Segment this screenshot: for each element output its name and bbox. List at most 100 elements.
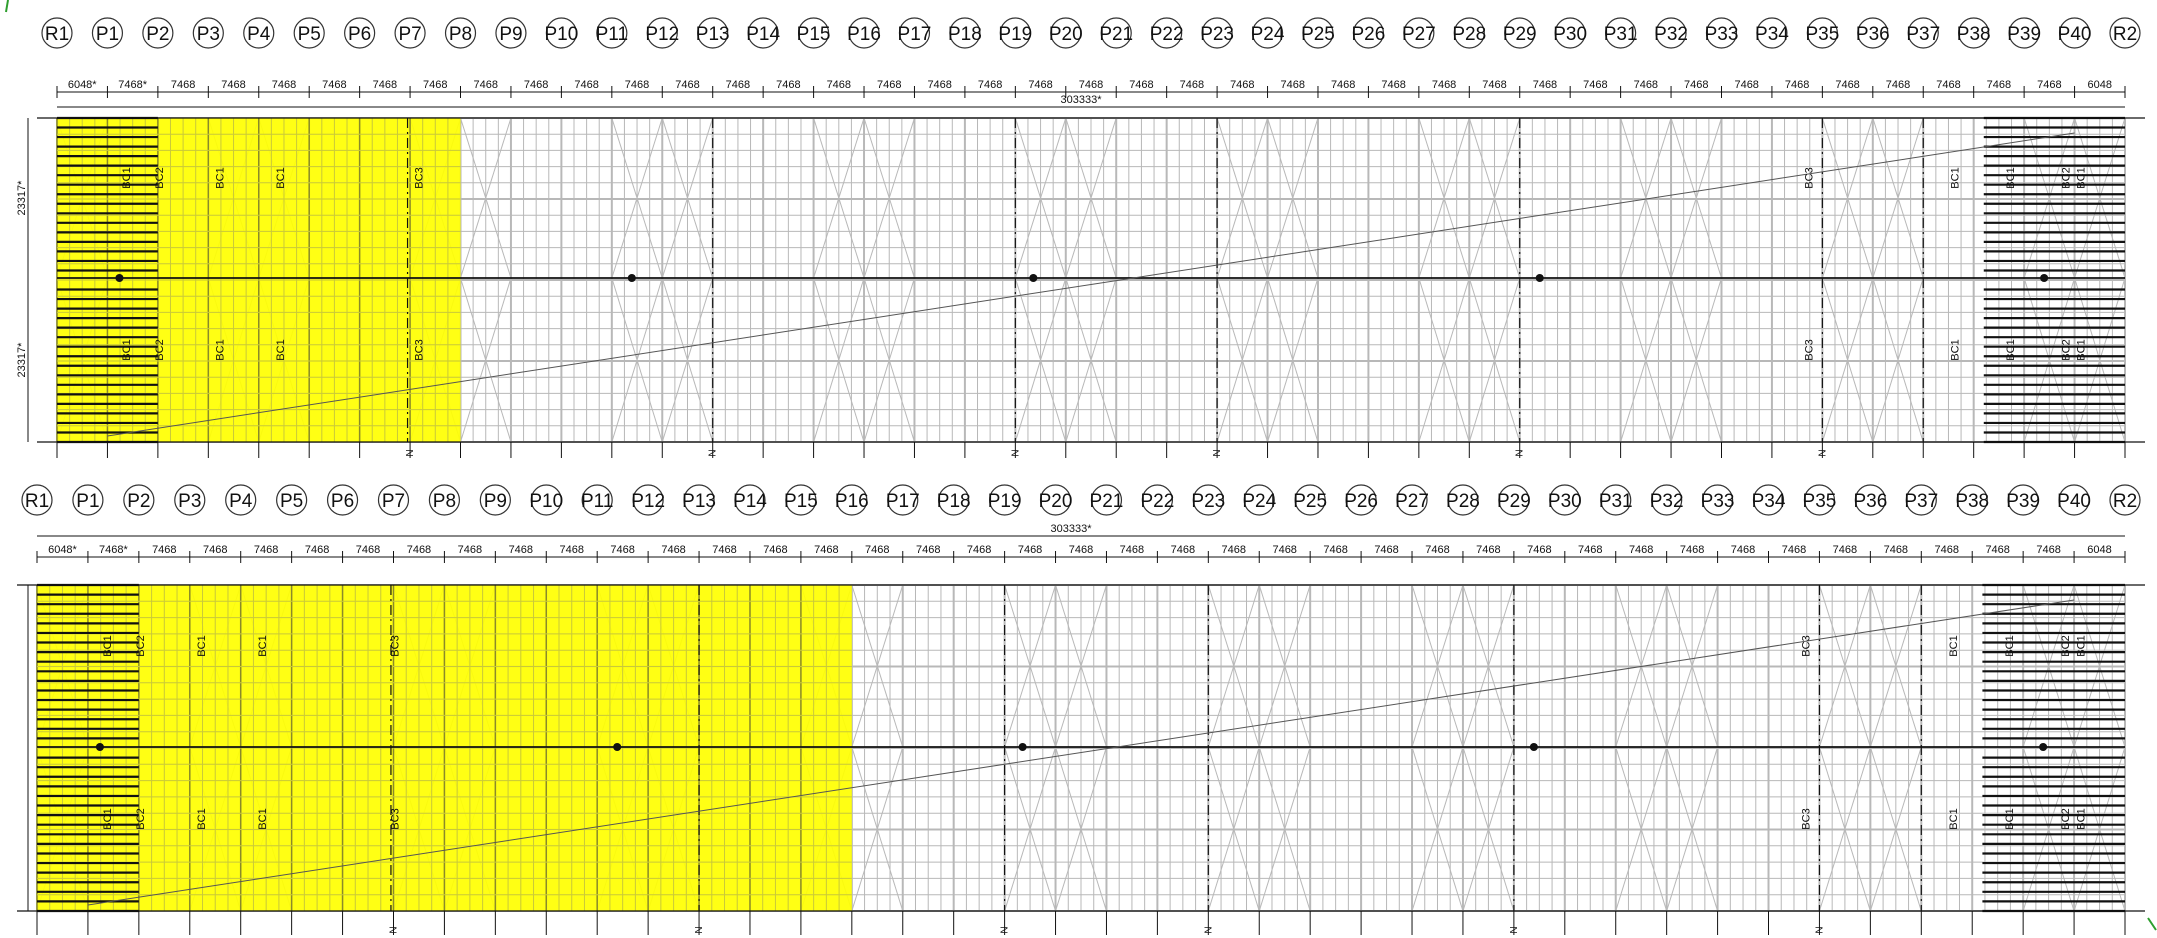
grid-label: P31 bbox=[1604, 24, 1638, 45]
grid-bubble bbox=[293, 17, 325, 49]
grid-bubble bbox=[2008, 17, 2040, 49]
grid-bubble bbox=[1554, 17, 1586, 49]
grid-bubble bbox=[1090, 484, 1123, 516]
dimension-label: 7468 bbox=[1734, 79, 1758, 91]
dimension-label: 7468 bbox=[1629, 544, 1653, 556]
grid-label: P32 bbox=[1650, 491, 1684, 512]
dimension-label: 7468 bbox=[877, 79, 901, 91]
north-mark: N bbox=[1000, 926, 1011, 933]
dimension-label: 7468 bbox=[458, 544, 482, 556]
grid-label: P18 bbox=[948, 24, 982, 45]
dimension-label: 7468 bbox=[305, 544, 329, 556]
dimension-label: 7468 bbox=[1680, 544, 1704, 556]
grid-label: P30 bbox=[1548, 491, 1582, 512]
grid-label: P1 bbox=[76, 491, 99, 512]
member-label: BC3 bbox=[1803, 167, 1815, 188]
dimension-label: 7468 bbox=[272, 79, 296, 91]
grid-bubble bbox=[1294, 484, 1326, 516]
grid-label: P9 bbox=[499, 24, 522, 45]
grid-bubble bbox=[697, 17, 729, 49]
grid-bubble bbox=[1251, 17, 1284, 49]
grid-label: P28 bbox=[1452, 24, 1486, 45]
grid-label: P27 bbox=[1395, 491, 1429, 512]
grid-label: P24 bbox=[1242, 491, 1276, 512]
grid-label: P34 bbox=[1752, 491, 1786, 512]
grid-label: P6 bbox=[348, 24, 371, 45]
member-label: BC3 bbox=[1803, 339, 1815, 360]
grid-label: P5 bbox=[280, 491, 303, 512]
grid-bubble bbox=[1854, 484, 1886, 516]
grid-label: R2 bbox=[2113, 491, 2137, 512]
grid-label: P23 bbox=[1200, 24, 1234, 45]
grid-bubble bbox=[949, 17, 981, 49]
grid-bubble bbox=[326, 484, 359, 516]
dimension-label: 7468 bbox=[1381, 79, 1405, 91]
grid-bubble bbox=[734, 484, 766, 516]
grid-bubble bbox=[545, 17, 577, 49]
diagonal-line bbox=[87, 599, 2075, 906]
dimension-label: 7468 bbox=[1533, 79, 1557, 91]
grid-bubble bbox=[1453, 17, 1485, 49]
dimension-label: 7468 bbox=[625, 79, 649, 91]
grid-label: P27 bbox=[1402, 24, 1436, 45]
grid-bubble bbox=[1050, 17, 1082, 49]
dimension-label: 7468 bbox=[675, 79, 699, 91]
member-label: BC1 bbox=[2005, 339, 2017, 360]
dimension-label: 7468 bbox=[1935, 544, 1959, 556]
member-label: BC2 bbox=[2060, 808, 2072, 829]
grid-label: P8 bbox=[433, 491, 456, 512]
grid-bubble bbox=[646, 17, 678, 49]
grid-label: P4 bbox=[247, 24, 271, 45]
dimension-label: 7468 bbox=[763, 544, 787, 556]
support-marker bbox=[613, 743, 622, 751]
dimension-label: 7468 bbox=[1079, 79, 1103, 91]
side-dimension-lower: 23317* bbox=[16, 342, 28, 378]
overall-dimension-label: 303333* bbox=[1051, 523, 1093, 535]
grid-label: P35 bbox=[1803, 491, 1837, 512]
member-label: BC1 bbox=[2076, 339, 2088, 360]
member-label: BC1 bbox=[1950, 339, 1962, 360]
grid-label: P33 bbox=[1701, 491, 1735, 512]
grid-bubble bbox=[898, 17, 931, 49]
grid-bubble bbox=[192, 17, 224, 49]
dimension-label: 7468* bbox=[118, 79, 147, 91]
grid-label: P21 bbox=[1090, 491, 1124, 512]
grid-label: P23 bbox=[1191, 491, 1225, 512]
grid-label: P2 bbox=[146, 24, 169, 45]
grid-label: P19 bbox=[998, 24, 1032, 45]
grid-label: P34 bbox=[1755, 24, 1789, 45]
support-marker bbox=[1529, 743, 1538, 751]
grid-label: P4 bbox=[229, 491, 253, 512]
dimension-label: 7468 bbox=[1129, 79, 1153, 91]
member-label: BC1 bbox=[275, 167, 287, 188]
grid-label: P15 bbox=[784, 491, 818, 512]
dimension-label: 7468 bbox=[1835, 79, 1859, 91]
top-panel: 303333* R1 6048* P1 7468* P2 7468 P3 7468 P4 7468 P… bbox=[16, 17, 2145, 458]
grid-label: P3 bbox=[178, 491, 201, 512]
grid-bubble bbox=[174, 484, 206, 516]
dimension-label: 7468 bbox=[1785, 79, 1809, 91]
member-label: BC1 bbox=[257, 635, 269, 656]
dimension-label: 7468 bbox=[1180, 79, 1204, 91]
grid-label: P33 bbox=[1705, 24, 1739, 45]
grid-bubble bbox=[632, 484, 664, 516]
member-label: BC2 bbox=[2060, 635, 2072, 656]
grid-bubble bbox=[428, 484, 461, 516]
dimension-label: 6048 bbox=[2088, 79, 2112, 91]
member-label: BC2 bbox=[154, 339, 166, 360]
north-mark: N bbox=[405, 449, 416, 456]
dimension-label: 7468 bbox=[574, 79, 598, 91]
grid-bubble bbox=[1605, 17, 1637, 49]
grid-label: P25 bbox=[1293, 491, 1327, 512]
north-mark: N bbox=[1010, 449, 1021, 456]
grid-label: P13 bbox=[682, 491, 716, 512]
grid-bubble bbox=[1806, 17, 1838, 49]
dimension-label: 6048* bbox=[48, 544, 77, 556]
member-label: BC1 bbox=[275, 339, 287, 360]
north-mark: N bbox=[1203, 926, 1214, 933]
grid-label: P37 bbox=[1906, 24, 1940, 45]
dimension-label: 6048* bbox=[68, 79, 97, 91]
dimension-label: 7468 bbox=[1782, 544, 1806, 556]
grid-bubble bbox=[938, 484, 970, 516]
grid-label: P22 bbox=[1150, 24, 1184, 45]
